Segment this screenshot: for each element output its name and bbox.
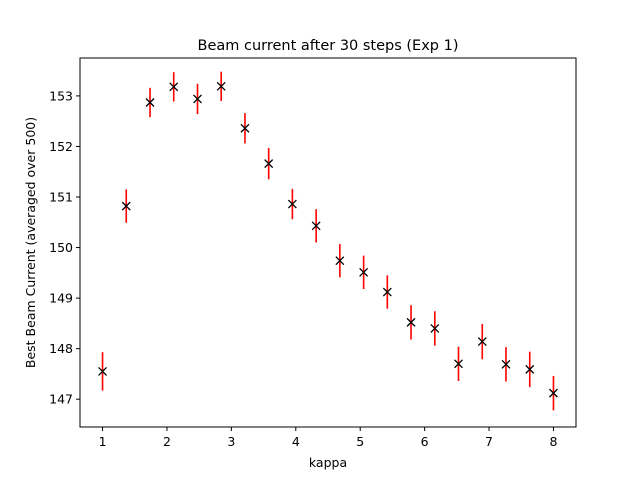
y-tick-label: 151: [49, 190, 73, 205]
data-point-marker: [501, 359, 511, 369]
data-point-marker: [430, 323, 440, 333]
x-tick-label: 3: [227, 434, 235, 449]
plot-frame: [79, 57, 577, 428]
data-point-marker: [335, 256, 345, 266]
x-tick-label: 1: [99, 434, 107, 449]
data-point-marker: [98, 366, 108, 376]
x-tick-label: 7: [485, 434, 493, 449]
data-point-marker: [145, 98, 155, 107]
data-point-marker: [311, 221, 321, 231]
x-axis-label: kappa: [309, 455, 347, 470]
x-tick-label: 6: [421, 434, 429, 449]
y-tick-label: 148: [49, 341, 73, 356]
data-point-marker: [264, 159, 274, 169]
data-point-marker: [454, 359, 463, 369]
data-point-marker: [287, 199, 297, 209]
data-point-marker: [477, 337, 487, 347]
data-point-marker: [382, 287, 392, 297]
x-tick-label: 8: [549, 434, 557, 449]
data-point-marker: [121, 201, 131, 211]
y-tick-label: 149: [49, 291, 73, 306]
y-tick-label: 153: [49, 88, 73, 103]
y-axis-label: Best Beam Current (averaged over 500): [23, 117, 38, 368]
x-tick-label: 2: [163, 434, 171, 449]
data-point-marker: [548, 388, 558, 398]
axes: 1 2 3 4 5 6 7 8 147 148 149 150 151 152 153: [49, 88, 557, 449]
data-point-marker: [525, 364, 535, 374]
y-tick-label: 147: [49, 392, 73, 407]
data-point-marker: [359, 267, 369, 277]
x-tick-label: 4: [292, 434, 300, 449]
data-point-marker: [193, 94, 202, 104]
x-tick-label: 5: [356, 434, 364, 449]
data-point-marker: [216, 81, 226, 91]
chart-title: Beam current after 30 steps (Exp 1): [198, 38, 459, 54]
y-tick-label: 150: [49, 240, 73, 255]
y-tick-label: 152: [49, 139, 73, 154]
data-point-marker: [406, 317, 416, 327]
data-point-marker: [240, 123, 250, 133]
plot-area: [98, 71, 558, 411]
data-point-marker: [169, 82, 179, 92]
